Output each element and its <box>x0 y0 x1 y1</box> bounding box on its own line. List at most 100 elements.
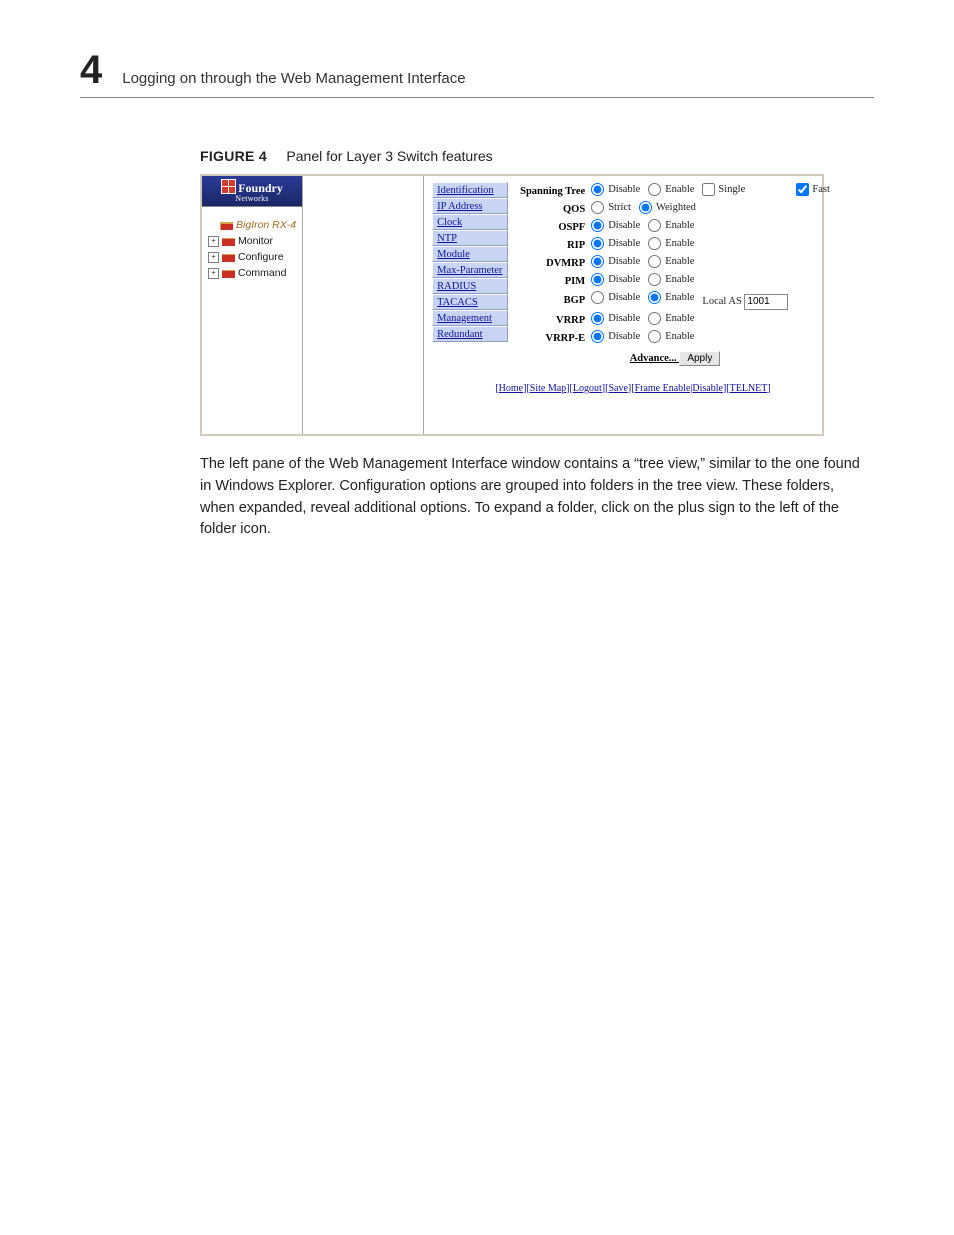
config-row: BGPDisableEnableLocal AS <box>516 290 834 311</box>
expander-icon[interactable]: + <box>208 252 219 263</box>
input-prefix-label: Local AS <box>702 296 744 307</box>
radio-option[interactable]: Disable <box>591 255 640 268</box>
config-row: VRRPDisableEnable <box>516 311 834 329</box>
radio-input[interactable] <box>639 201 652 214</box>
radio-input[interactable] <box>591 273 604 286</box>
radio-option[interactable]: Disable <box>591 237 640 250</box>
radio-option[interactable]: Disable <box>591 312 640 325</box>
sidebar: Foundry Networks BigIron RX-4 + <box>202 176 303 434</box>
nav-radius[interactable]: RADIUS <box>432 278 508 294</box>
checkbox-label: Fast <box>812 184 830 195</box>
radio-option[interactable]: Enable <box>648 291 694 304</box>
nav-ntp[interactable]: NTP <box>432 230 508 246</box>
config-row-label: DVMRP <box>546 258 585 269</box>
footer-link[interactable]: Frame Enable|Disable <box>635 383 723 394</box>
nav-max-parameter[interactable]: Max-Parameter <box>432 262 508 278</box>
radio-input[interactable] <box>591 330 604 343</box>
brand-icon <box>221 179 236 194</box>
figure-panel: Foundry Networks BigIron RX-4 + <box>200 174 824 436</box>
body-paragraph: The left pane of the Web Management Inte… <box>200 454 860 541</box>
radio-input[interactable] <box>591 291 604 304</box>
folder-closed-icon <box>222 236 235 246</box>
radio-option[interactable]: Enable <box>648 255 694 268</box>
config-row: QOSStrictWeighted <box>516 200 834 218</box>
apply-button[interactable]: Apply <box>679 351 720 366</box>
radio-input[interactable] <box>591 201 604 214</box>
folder-closed-icon <box>222 252 235 262</box>
checkbox-option[interactable]: Fast <box>796 183 830 196</box>
nav-management[interactable]: Management <box>432 310 508 326</box>
radio-input[interactable] <box>648 291 661 304</box>
footer-link[interactable]: Save <box>608 383 627 394</box>
checkbox-input[interactable] <box>796 183 809 196</box>
radio-input[interactable] <box>648 237 661 250</box>
nav-identification[interactable]: Identification <box>432 182 508 198</box>
local-as-input[interactable] <box>744 294 788 310</box>
radio-option[interactable]: Enable <box>648 330 694 343</box>
page-header: 4 Logging on through the Web Management … <box>80 50 874 98</box>
tree-item-configure[interactable]: + Configure <box>208 249 296 265</box>
radio-label: Enable <box>665 292 694 303</box>
radio-option[interactable]: Disable <box>591 291 640 304</box>
footer-link[interactable]: Site Map <box>530 383 566 394</box>
radio-input[interactable] <box>591 183 604 196</box>
nav-module[interactable]: Module <box>432 246 508 262</box>
config-row: PIM Disable Enable <box>516 272 834 290</box>
config-row: OSPFDisableEnable <box>516 218 834 236</box>
brand-logo: Foundry Networks <box>202 176 302 207</box>
radio-label: Weighted <box>656 202 696 213</box>
nav-ip-address[interactable]: IP Address <box>432 198 508 214</box>
config-row-label: PIM <box>565 276 585 287</box>
radio-input[interactable] <box>591 237 604 250</box>
nav-clock[interactable]: Clock <box>432 214 508 230</box>
radio-label: Enable <box>665 313 694 324</box>
radio-option[interactable]: Enable <box>648 237 694 250</box>
radio-label: Enable <box>665 220 694 231</box>
content-pane: Identification IP Address Clock NTP Modu… <box>424 176 842 434</box>
radio-option[interactable]: Enable <box>648 312 694 325</box>
nav-tacacs[interactable]: TACACS <box>432 294 508 310</box>
radio-option[interactable]: Disable <box>591 219 640 232</box>
tree-root-label: BigIron RX-4 <box>236 217 296 233</box>
checkbox-option[interactable]: Single <box>702 183 745 196</box>
radio-label: Enable <box>665 238 694 249</box>
radio-option[interactable]: Disable <box>591 183 640 196</box>
radio-option[interactable]: Enable <box>648 219 694 232</box>
footer-link[interactable]: Logout <box>573 383 602 394</box>
radio-option[interactable]: Disable <box>591 330 640 343</box>
expander-icon[interactable]: + <box>208 268 219 279</box>
nav-column: Identification IP Address Clock NTP Modu… <box>432 182 508 342</box>
tree-root[interactable]: BigIron RX-4 <box>208 217 296 233</box>
radio-label: Enable <box>665 184 694 195</box>
radio-input[interactable] <box>648 273 661 286</box>
radio-input[interactable] <box>648 255 661 268</box>
radio-label: Enable <box>665 331 694 342</box>
expander-icon[interactable]: + <box>208 236 219 247</box>
brand-name: Foundry <box>238 181 283 195</box>
radio-input[interactable] <box>591 312 604 325</box>
radio-option[interactable]: Weighted <box>639 201 696 214</box>
radio-input[interactable] <box>648 312 661 325</box>
radio-input[interactable] <box>648 219 661 232</box>
radio-option[interactable]: Enable <box>648 183 694 196</box>
radio-option[interactable]: Disable <box>591 273 640 286</box>
checkbox-input[interactable] <box>702 183 715 196</box>
figure-caption: FIGURE 4 Panel for Layer 3 Switch featur… <box>200 148 874 164</box>
tree-item-label: Monitor <box>238 233 273 249</box>
radio-option[interactable]: Strict <box>591 201 631 214</box>
radio-option[interactable]: Enable <box>648 273 694 286</box>
radio-input[interactable] <box>648 183 661 196</box>
tree-item-monitor[interactable]: + Monitor <box>208 233 296 249</box>
radio-input[interactable] <box>591 219 604 232</box>
footer-link[interactable]: Home <box>499 383 523 394</box>
radio-label: Disable <box>608 274 640 285</box>
radio-label: Disable <box>608 184 640 195</box>
advance-link[interactable]: Advance... <box>630 353 680 364</box>
radio-input[interactable] <box>648 330 661 343</box>
footer-link[interactable]: TELNET <box>730 383 768 394</box>
tree-item-command[interactable]: + Command <box>208 265 296 281</box>
radio-label: Disable <box>608 292 640 303</box>
radio-input[interactable] <box>591 255 604 268</box>
nav-redundant[interactable]: Redundant <box>432 326 508 342</box>
checkbox-label: Single <box>718 184 745 195</box>
